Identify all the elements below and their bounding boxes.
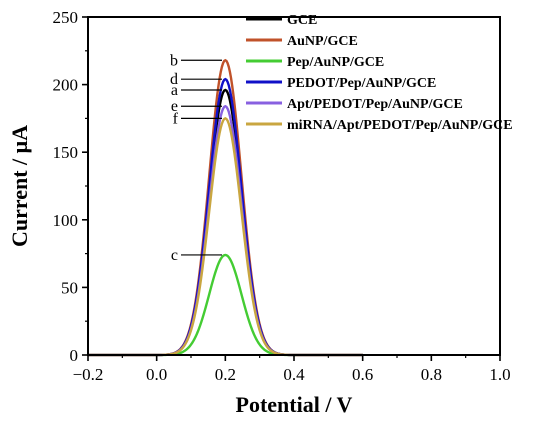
legend-label-f: miRNA/Apt/PEDOT/Pep/AuNP/GCE: [287, 118, 513, 133]
series-line-f: [88, 117, 363, 357]
legend-label-d: PEDOT/Pep/AuNP/GCE: [287, 76, 436, 91]
y-tick-label: 0: [70, 346, 79, 365]
x-tick-label: 0.8: [421, 365, 442, 384]
chart-legend: GCE AuNP/GCE Pep/AuNP/GCE PEDOT/Pep/AuNP/GC…: [246, 13, 513, 133]
y-tick-label: 200: [53, 76, 79, 95]
y-axis-title: Current / μA: [7, 125, 32, 247]
curve-label-a: a: [171, 82, 178, 99]
legend-label-c: Pep/AuNP/GCE: [287, 55, 384, 70]
series-line-e: [88, 104, 363, 357]
chart-axes: −0.2 0.0 0.2 0.4 0.6 0.8 1.0 0 50 100 150 200 250: [53, 8, 511, 384]
legend-label-a: GCE: [287, 13, 317, 28]
x-tick-label: 0.2: [215, 365, 236, 384]
y-tick-label: 250: [53, 8, 79, 27]
x-tick-label: 0.6: [352, 365, 373, 384]
curve-label-d: d: [170, 71, 178, 88]
curve-label-e: e: [171, 98, 178, 115]
x-tick-label: −0.2: [73, 365, 104, 384]
y-tick-label: 100: [53, 211, 79, 230]
y-tick-label: 150: [53, 143, 79, 162]
x-tick-label: 0.4: [283, 365, 305, 384]
legend-label-b: AuNP/GCE: [287, 34, 358, 49]
curve-label-b: b: [170, 52, 178, 69]
x-tick-label: 1.0: [489, 365, 510, 384]
curve-label-f: f: [173, 110, 179, 127]
y-tick-label: 50: [61, 278, 78, 297]
series-line-c: [88, 253, 363, 357]
legend-label-e: Apt/PEDOT/Pep/AuNP/GCE: [287, 97, 463, 112]
curve-label-c: c: [171, 247, 178, 264]
x-tick-label: 0.0: [146, 365, 167, 384]
x-axis-title: Potential / V: [236, 392, 353, 417]
